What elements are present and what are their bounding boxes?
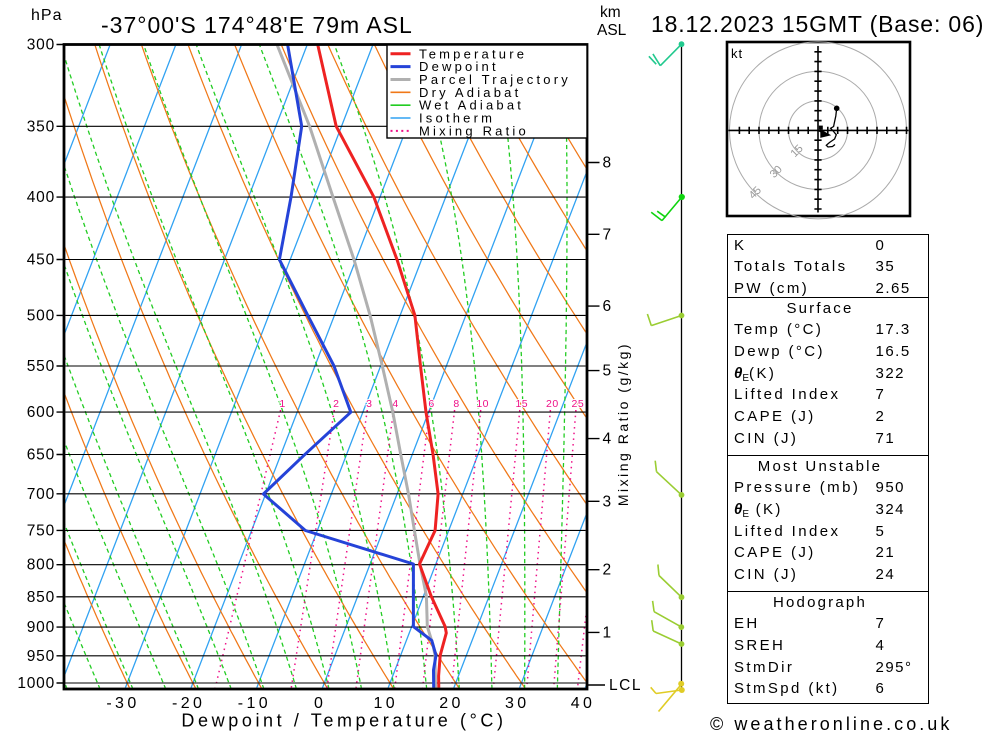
svg-text:15: 15 bbox=[515, 398, 528, 410]
svg-text:10: 10 bbox=[373, 695, 398, 712]
svg-text:600: 600 bbox=[27, 404, 55, 421]
svg-text:550: 550 bbox=[27, 358, 55, 375]
svg-text:800: 800 bbox=[27, 557, 55, 574]
svg-text:4: 4 bbox=[392, 398, 398, 410]
svg-text:0: 0 bbox=[314, 695, 326, 712]
svg-text:Parcel Trajectory: Parcel Trajectory bbox=[419, 72, 571, 87]
svg-text:40: 40 bbox=[571, 695, 596, 712]
svg-text:3: 3 bbox=[603, 493, 612, 510]
svg-text:400: 400 bbox=[27, 189, 55, 206]
svg-text:30: 30 bbox=[505, 695, 530, 712]
svg-text:Dewpoint / Temperature (°C): Dewpoint / Temperature (°C) bbox=[181, 711, 506, 731]
svg-text:1: 1 bbox=[603, 624, 612, 641]
svg-text:Wet Adiabat: Wet Adiabat bbox=[419, 98, 524, 113]
svg-text:6: 6 bbox=[603, 298, 612, 315]
svg-text:4: 4 bbox=[603, 431, 612, 448]
svg-text:km: km bbox=[600, 4, 621, 21]
svg-text:Dry Adiabat: Dry Adiabat bbox=[419, 85, 521, 100]
svg-text:2: 2 bbox=[603, 562, 612, 579]
svg-text:-20: -20 bbox=[172, 695, 205, 712]
svg-text:25: 25 bbox=[572, 398, 585, 410]
svg-text:650: 650 bbox=[27, 447, 55, 464]
svg-text:900: 900 bbox=[27, 619, 55, 636]
svg-text:7: 7 bbox=[603, 226, 612, 243]
svg-text:kt: kt bbox=[731, 46, 743, 61]
svg-text:hPa: hPa bbox=[31, 7, 62, 24]
svg-text:-10: -10 bbox=[238, 695, 271, 712]
svg-text:300: 300 bbox=[27, 37, 55, 54]
svg-text:20: 20 bbox=[439, 695, 464, 712]
svg-text:350: 350 bbox=[27, 118, 55, 135]
svg-text:-37°00'S 174°48'E 79m ASL: -37°00'S 174°48'E 79m ASL bbox=[101, 12, 413, 38]
svg-text:-30: -30 bbox=[106, 695, 139, 712]
svg-text:10: 10 bbox=[476, 398, 489, 410]
svg-text:Temperature: Temperature bbox=[419, 46, 527, 61]
svg-text:18.12.2023 15GMT (Base: 06): 18.12.2023 15GMT (Base: 06) bbox=[651, 11, 984, 37]
svg-text:500: 500 bbox=[27, 307, 55, 324]
svg-text:5: 5 bbox=[603, 363, 612, 380]
svg-text:ASL: ASL bbox=[597, 22, 627, 39]
svg-text:Mixing Ratio: Mixing Ratio bbox=[419, 123, 529, 138]
svg-text:700: 700 bbox=[27, 486, 55, 503]
svg-text:Dewpoint: Dewpoint bbox=[419, 59, 499, 74]
svg-text:Mixing Ratio (g/kg): Mixing Ratio (g/kg) bbox=[615, 342, 631, 506]
svg-text:2: 2 bbox=[333, 398, 339, 410]
svg-text:950: 950 bbox=[27, 648, 55, 665]
svg-text:LCL: LCL bbox=[609, 677, 642, 694]
svg-text:1000: 1000 bbox=[17, 675, 55, 692]
svg-text:750: 750 bbox=[27, 522, 55, 539]
svg-text:20: 20 bbox=[546, 398, 559, 410]
svg-text:6: 6 bbox=[428, 398, 434, 410]
svg-text:3: 3 bbox=[366, 398, 372, 410]
svg-text:8: 8 bbox=[453, 398, 459, 410]
svg-text:850: 850 bbox=[27, 589, 55, 606]
svg-text:450: 450 bbox=[27, 252, 55, 269]
svg-text:Isotherm: Isotherm bbox=[419, 111, 495, 126]
svg-text:8: 8 bbox=[603, 155, 612, 172]
svg-text:1: 1 bbox=[279, 398, 285, 410]
